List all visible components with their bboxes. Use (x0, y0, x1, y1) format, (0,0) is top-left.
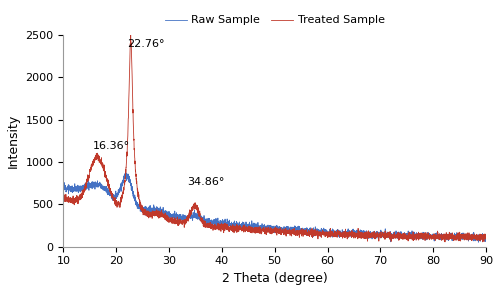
Raw Sample (368, 233, 374, 237)
Text: 34.86°: 34.86° (188, 177, 225, 187)
Raw Sample (238, 223, 244, 226)
Raw Sample (470, 233, 476, 237)
Treated Sample (262, 228, 268, 232)
Treated Sample (60, 194, 66, 198)
Raw Sample (60, 185, 66, 188)
Raw Sample (476, 240, 482, 244)
Text: 16.36°: 16.36° (92, 141, 130, 151)
Treated Sample (449, 233, 455, 236)
Treated Sample (470, 235, 476, 238)
Raw Sample (483, 240, 489, 243)
Raw Sample (449, 239, 455, 242)
Legend: Raw Sample, Treated Sample: Raw Sample, Treated Sample (160, 11, 390, 30)
Treated Sample (368, 232, 374, 235)
Line: Treated Sample: Treated Sample (64, 35, 486, 242)
Treated Sample (128, 33, 134, 37)
Raw Sample (262, 223, 268, 226)
Treated Sample (242, 223, 248, 227)
Raw Sample (124, 171, 130, 175)
X-axis label: 2 Theta (degree): 2 Theta (degree) (222, 272, 328, 285)
Raw Sample (242, 224, 248, 228)
Treated Sample (483, 237, 489, 240)
Y-axis label: Intensity: Intensity (7, 114, 20, 168)
Treated Sample (238, 226, 244, 230)
Line: Raw Sample: Raw Sample (64, 173, 486, 242)
Treated Sample (442, 240, 448, 244)
Text: 22.76°: 22.76° (126, 39, 164, 49)
